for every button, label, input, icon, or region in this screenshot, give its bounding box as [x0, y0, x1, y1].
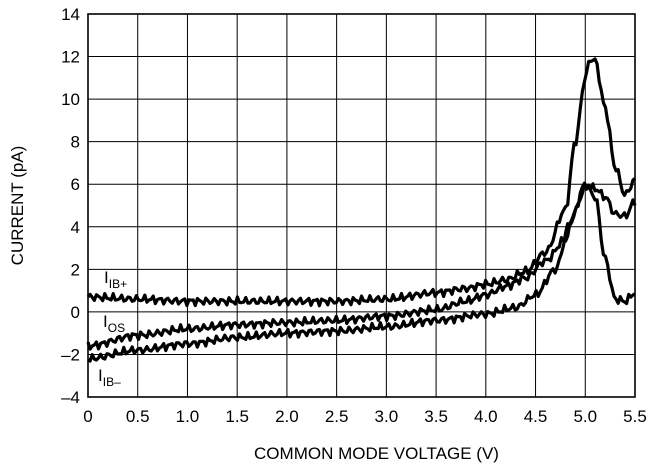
- series-lines: [86, 57, 637, 363]
- x-axis-label: COMMON MODE VOLTAGE (V): [254, 444, 499, 463]
- x-tick-label: 1.0: [176, 407, 200, 426]
- x-tick-label: 5.5: [623, 407, 647, 426]
- x-tick-labels: 0 0.5 1.0 1.5 2.0 2.5 3.0 3.5 4.0 4.5 5.0 5.5: [83, 407, 647, 426]
- x-tick-label: 0.5: [126, 407, 150, 426]
- x-tick-label: 0: [83, 407, 92, 426]
- y-axis-label: CURRENT (pA): [8, 146, 27, 266]
- x-tick-label: 3.5: [424, 407, 448, 426]
- y-tick-label: 12: [61, 48, 80, 67]
- y-tick-label: 6: [71, 175, 80, 194]
- y-tick-label: 10: [61, 90, 80, 109]
- x-tick-label: 5.0: [573, 407, 597, 426]
- y-tick-label: 14: [61, 5, 80, 24]
- y-tick-label: 8: [71, 133, 80, 152]
- y-tick-label: –4: [61, 388, 80, 407]
- series-line: [86, 181, 637, 351]
- series-line: [86, 57, 637, 308]
- x-tick-label: 3.0: [375, 407, 399, 426]
- series-line: [87, 181, 636, 363]
- plot-frame: [87, 13, 636, 398]
- series-label: IIB–: [98, 366, 121, 389]
- series-labels: IIB+ IOS IIB–: [98, 268, 127, 389]
- y-tick-label: 4: [71, 218, 80, 237]
- x-tick-label: 1.5: [225, 407, 249, 426]
- y-tick-label: 0: [71, 303, 80, 322]
- series-label: IIB+: [104, 268, 127, 291]
- x-tick-label: 2.5: [325, 407, 349, 426]
- x-tick-label: 2.0: [275, 407, 299, 426]
- series-label: IOS: [103, 312, 125, 335]
- y-tick-label: –2: [61, 345, 80, 364]
- x-tick-label: 4.0: [474, 407, 498, 426]
- grid: [87, 13, 636, 398]
- x-tick-label: 4.5: [524, 407, 548, 426]
- y-tick-label: 2: [71, 260, 80, 279]
- y-tick-labels: –4 –2 0 2 4 6 8 10 12 14: [61, 5, 80, 407]
